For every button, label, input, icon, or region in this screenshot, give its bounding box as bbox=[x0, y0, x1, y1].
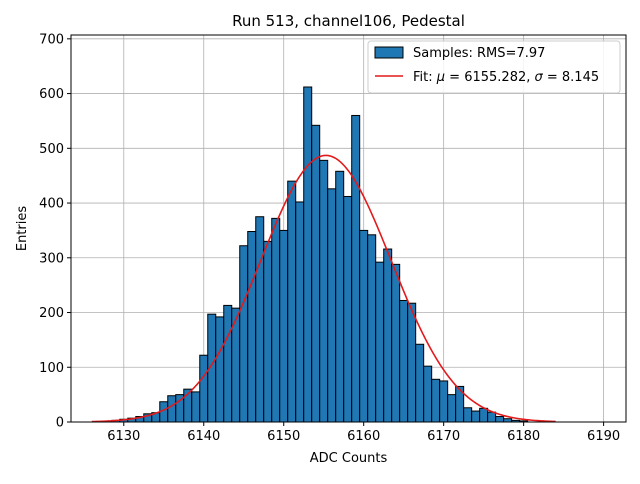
y-tick-label: 0 bbox=[56, 416, 64, 431]
x-tick-label: 6140 bbox=[187, 429, 220, 444]
histogram-bar bbox=[351, 114, 361, 423]
histogram-bar bbox=[367, 234, 377, 423]
histogram-bar bbox=[399, 299, 409, 423]
y-tick-label: 100 bbox=[39, 361, 64, 376]
fit-curve-layer bbox=[91, 154, 556, 423]
x-tick-label: 6190 bbox=[587, 429, 620, 444]
histogram-bar bbox=[487, 411, 497, 423]
legend-hist-swatch bbox=[374, 46, 404, 59]
histogram-bar bbox=[247, 231, 257, 423]
histogram-bar bbox=[479, 407, 489, 423]
histogram-bar bbox=[191, 391, 201, 423]
histogram-bar bbox=[335, 170, 345, 423]
histogram-bar bbox=[327, 188, 337, 423]
histogram-bar bbox=[271, 217, 281, 423]
grid bbox=[71, 35, 626, 423]
histogram-bar bbox=[415, 343, 425, 423]
histogram-bar bbox=[495, 416, 505, 423]
y-tick-label: 400 bbox=[39, 197, 64, 212]
y-tick-label: 300 bbox=[39, 251, 64, 266]
histogram-bar bbox=[319, 159, 329, 423]
legend-box bbox=[367, 40, 621, 94]
histogram-bar bbox=[279, 229, 289, 423]
histogram-bar bbox=[255, 216, 265, 423]
y-tick-label: 200 bbox=[39, 306, 64, 321]
histogram-bar bbox=[439, 380, 449, 423]
histogram-bar bbox=[463, 407, 473, 423]
y-axis-label: Entries bbox=[15, 206, 30, 252]
histogram-bar bbox=[287, 180, 297, 423]
histogram-bar bbox=[167, 395, 177, 423]
histogram-bar bbox=[407, 302, 417, 423]
histogram-bar bbox=[359, 229, 369, 423]
histogram-bars bbox=[111, 86, 529, 423]
histogram-bar bbox=[343, 195, 353, 423]
histogram-bar bbox=[431, 378, 441, 423]
x-tick-label: 6130 bbox=[107, 429, 140, 444]
y-tick-label: 500 bbox=[39, 142, 64, 157]
histogram-bar bbox=[391, 263, 401, 423]
legend-fit-label: Fit: μ = 6155.282, σ = 8.145 bbox=[413, 70, 599, 85]
chart-title: Run 513, channel106, Pedestal bbox=[232, 12, 465, 30]
histogram-bar bbox=[239, 245, 249, 423]
histogram-bar bbox=[383, 248, 393, 423]
histogram-bar bbox=[311, 124, 321, 423]
histogram-bar bbox=[447, 394, 457, 423]
histogram-bar bbox=[223, 304, 233, 423]
x-tick-label: 6160 bbox=[347, 429, 380, 444]
histogram-bar bbox=[263, 240, 273, 423]
histogram-bar bbox=[295, 201, 305, 423]
histogram-bar bbox=[375, 261, 385, 423]
x-axis-label: ADC Counts bbox=[310, 451, 388, 466]
x-tick-label: 6180 bbox=[507, 429, 540, 444]
fit-curve bbox=[91, 154, 556, 423]
plot-frame bbox=[70, 34, 627, 423]
histogram-bar bbox=[471, 410, 481, 423]
legend-hist-label: Samples: RMS=7.97 bbox=[413, 46, 545, 61]
y-tick-label: 600 bbox=[39, 87, 64, 102]
x-tick-label: 6170 bbox=[427, 429, 460, 444]
histogram-bar bbox=[199, 354, 209, 423]
histogram-bar bbox=[423, 365, 433, 423]
x-tick-label: 6150 bbox=[267, 429, 300, 444]
histogram-bar bbox=[303, 86, 313, 423]
histogram-bar bbox=[215, 316, 225, 423]
y-axis-ticks: 0 100 200 300 400 500 600 700 bbox=[39, 32, 71, 431]
x-axis-ticks: 6130 6140 6150 6160 6170 6180 6190 bbox=[107, 422, 620, 444]
y-tick-label: 700 bbox=[39, 32, 64, 47]
legend: Samples: RMS=7.97 Fit: μ = 6155.282, σ =… bbox=[367, 40, 621, 94]
